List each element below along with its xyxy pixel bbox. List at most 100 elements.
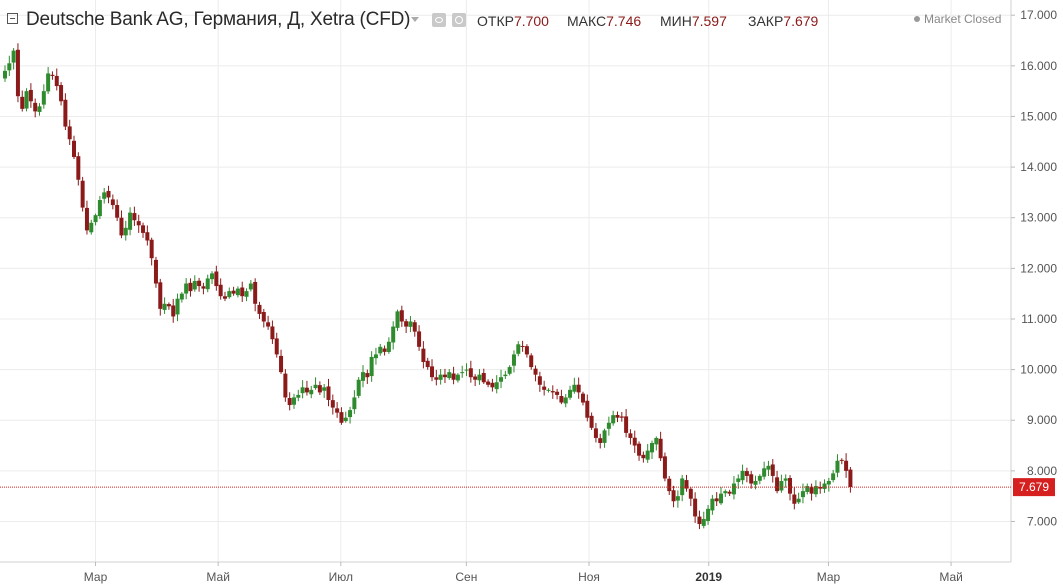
- candle: [28, 83, 33, 108]
- candle: [632, 430, 637, 453]
- candle: [606, 416, 611, 436]
- ohlc-close-value: 7.679: [783, 13, 819, 29]
- candle-body-down: [304, 387, 309, 393]
- candle-body-down: [624, 416, 629, 433]
- candle: [499, 369, 504, 389]
- candle-body-down: [589, 415, 594, 428]
- candle-body-down: [54, 75, 59, 87]
- candle-body-down: [20, 96, 25, 109]
- status-dot-icon: [914, 16, 920, 22]
- candle: [637, 441, 642, 461]
- x-tick-label: 2019: [695, 570, 722, 584]
- candle-body-down: [197, 280, 202, 287]
- candle-body-up: [447, 372, 452, 379]
- price-axis[interactable]: 7.000 8.000 9.000 10.000 11.000 12.000 13.000 1…: [1011, 8, 1057, 528]
- candle: [662, 452, 667, 482]
- candle-body-down: [468, 368, 473, 378]
- candle-body-down: [615, 414, 620, 418]
- candle: [145, 225, 150, 246]
- candle: [115, 199, 120, 222]
- candle-body-up: [162, 303, 167, 310]
- candle-body-down: [792, 494, 797, 504]
- candle-body-down: [442, 374, 447, 378]
- candle: [714, 492, 719, 507]
- candle-body-up: [395, 311, 400, 328]
- candle: [227, 287, 232, 299]
- candle: [365, 369, 370, 384]
- candle: [50, 71, 55, 80]
- candle: [192, 275, 197, 292]
- candle: [520, 340, 525, 352]
- candle: [719, 487, 724, 505]
- time-axis[interactable]: 2018МарМайИюлСенНоя2019МарМай: [0, 562, 963, 584]
- candle: [529, 353, 534, 370]
- candle: [585, 394, 590, 422]
- candle-body-down: [166, 304, 171, 307]
- candle: [253, 278, 258, 312]
- candle-body-down: [520, 345, 525, 347]
- candle-body-up: [391, 326, 396, 343]
- candle: [296, 389, 301, 402]
- candle-body-up: [753, 480, 758, 485]
- ohlc-open: ОТКР7.700: [477, 13, 549, 29]
- candle-body-down: [619, 416, 624, 418]
- collapse-toggle-icon[interactable]: [7, 13, 18, 24]
- candle-body-down: [848, 469, 853, 488]
- candle: [494, 375, 499, 394]
- candle: [813, 480, 818, 498]
- candle: [11, 48, 16, 70]
- candle: [490, 378, 495, 392]
- candle-body-up: [128, 212, 133, 230]
- candle: [326, 378, 331, 407]
- candle: [41, 84, 46, 109]
- candle-body-down: [473, 376, 478, 380]
- candle-body-up: [736, 478, 741, 482]
- candle: [343, 411, 348, 423]
- candle: [335, 402, 340, 418]
- candle: [136, 214, 141, 233]
- candle: [624, 409, 629, 438]
- candle-body-down: [537, 376, 542, 385]
- candle: [102, 187, 107, 204]
- ohlc-high: МАКС7.746: [567, 13, 641, 29]
- symbol-dropdown-caret-icon[interactable]: [411, 17, 419, 22]
- candle: [244, 288, 249, 302]
- candle: [46, 66, 51, 94]
- candle: [279, 349, 284, 374]
- candle: [481, 368, 486, 384]
- candle: [408, 316, 413, 333]
- y-tick-label: 11.000: [1021, 312, 1057, 326]
- gear-icon[interactable]: [452, 13, 466, 27]
- candle: [589, 412, 594, 430]
- candle: [826, 477, 831, 492]
- candle-body-down: [266, 322, 271, 327]
- candle: [270, 320, 275, 344]
- candle-body-down: [430, 366, 435, 378]
- candle-body-down: [50, 74, 55, 76]
- candle: [106, 185, 111, 204]
- eye-icon[interactable]: [432, 13, 446, 27]
- candle: [533, 365, 538, 382]
- candle-body-down: [542, 386, 547, 390]
- candle-body-up: [352, 397, 357, 410]
- candle-body-down: [149, 239, 154, 259]
- candle: [697, 510, 702, 530]
- candle: [710, 494, 715, 515]
- candle: [128, 207, 133, 236]
- candle: [97, 195, 102, 219]
- candle: [434, 369, 439, 386]
- candle: [593, 422, 598, 443]
- candle-body-up: [546, 389, 551, 391]
- candle: [455, 373, 460, 383]
- candle: [261, 308, 266, 328]
- candle-body-down: [628, 433, 633, 438]
- y-tick-label: 16.000: [1020, 59, 1057, 73]
- candle: [205, 274, 210, 293]
- candle-body-down: [270, 326, 275, 340]
- candle: [149, 237, 154, 266]
- candle-body-up: [511, 354, 516, 366]
- y-tick-label: 10.000: [1020, 363, 1057, 377]
- candle: [322, 384, 327, 399]
- candle-body-down: [214, 271, 219, 287]
